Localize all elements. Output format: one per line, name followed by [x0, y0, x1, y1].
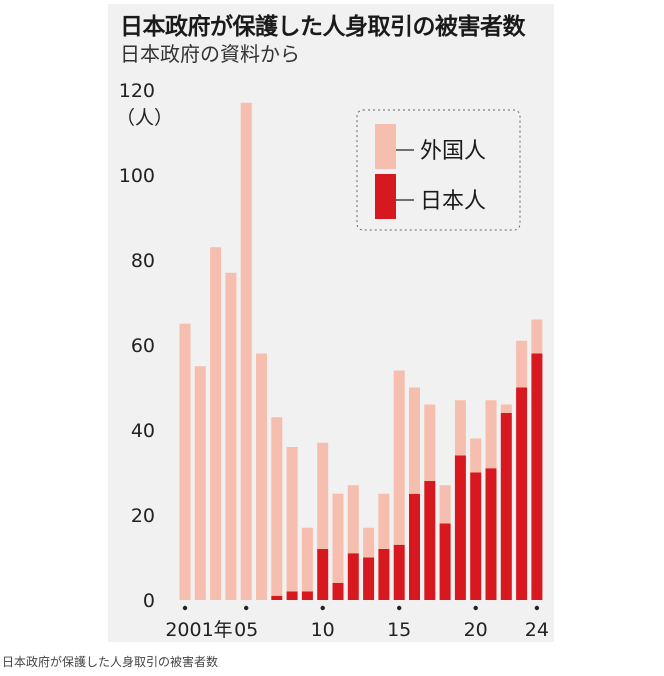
- bar-foreign-2015: [393, 370, 405, 545]
- bar-japanese-2019: [454, 455, 466, 600]
- bar-foreign-2016: [409, 387, 420, 494]
- x-tick-label-2005: 05: [234, 619, 258, 641]
- bar-foreign-2009: [301, 527, 313, 592]
- bar-japanese-2010: [317, 549, 329, 600]
- bar-japanese-2021: [485, 468, 497, 600]
- bar-japanese-2012: [347, 553, 359, 600]
- bar-foreign-2018: [439, 485, 451, 524]
- bar-japanese-2023: [516, 387, 528, 600]
- x-tick-dot-2015: [397, 605, 402, 611]
- bar-japanese-2008: [286, 591, 298, 600]
- chart-subtitle: 日本政府の資料から: [120, 42, 300, 66]
- bar-japanese-2016: [409, 493, 420, 600]
- bar-foreign-2020: [470, 438, 482, 473]
- bar-foreign-2008: [286, 447, 298, 592]
- y-tick-label-20: 20: [131, 505, 155, 527]
- x-tick-label-2015: 15: [387, 619, 411, 641]
- bar-foreign-2019: [454, 400, 466, 456]
- legend-label-foreign: 外国人: [420, 139, 486, 164]
- bar-foreign-2001: [179, 323, 191, 600]
- bar-foreign-2022: [500, 404, 512, 413]
- bar-foreign-2024: [531, 319, 543, 354]
- bar-foreign-2004: [225, 272, 237, 600]
- x-tick-label-2020: 20: [464, 619, 488, 641]
- bar-foreign-2002: [194, 366, 206, 600]
- x-tick-dot-2001: [182, 605, 188, 611]
- bar-japanese-2022: [500, 413, 512, 600]
- bar-japanese-2007: [271, 595, 283, 600]
- y-tick-label-120: 120: [119, 80, 155, 102]
- bar-foreign-2014: [378, 493, 390, 549]
- bar-japanese-2009: [301, 591, 313, 600]
- y-tick-label-80: 80: [131, 250, 155, 272]
- x-tick-label-2024: 24: [525, 619, 549, 641]
- bar-foreign-2006: [256, 353, 267, 600]
- x-tick-dot-2010: [320, 605, 325, 611]
- legend-box: [356, 109, 521, 231]
- bar-japanese-2017: [424, 481, 436, 600]
- bar-foreign-2012: [347, 485, 359, 554]
- legend-swatch-japanese: [375, 174, 396, 219]
- bar-japanese-2011: [332, 583, 344, 600]
- y-axis-unit: （人）: [116, 107, 173, 129]
- legend-swatch-foreign: [375, 124, 396, 169]
- bar-japanese-2018: [439, 523, 451, 600]
- bar-japanese-2020: [470, 472, 482, 600]
- y-tick-label-60: 60: [131, 335, 155, 357]
- bar-japanese-2015: [393, 544, 405, 600]
- bar-japanese-2013: [363, 557, 375, 600]
- bar-japanese-2024: [531, 353, 543, 600]
- legend-label-japanese: 日本人: [420, 189, 486, 214]
- x-tick-dot-2020: [473, 605, 478, 611]
- bar-foreign-2011: [332, 493, 344, 583]
- x-tick-label-2010: 10: [311, 619, 335, 641]
- y-tick-label-100: 100: [119, 165, 155, 187]
- x-tick-dot-2024: [534, 605, 540, 611]
- image-caption: 日本政府が保護した人身取引の被害者数: [2, 655, 219, 669]
- chart-title: 日本政府が保護した人身取引の被害者数: [120, 14, 526, 40]
- bar-japanese-2014: [378, 549, 390, 600]
- x-tick-dot-2005: [244, 605, 249, 611]
- bar-foreign-2005: [240, 102, 252, 600]
- bar-foreign-2003: [210, 247, 222, 600]
- x-tick-label-2001: 2001年: [165, 619, 232, 641]
- bar-foreign-2010: [317, 442, 329, 549]
- bar-foreign-2017: [424, 404, 436, 481]
- bar-foreign-2007: [271, 417, 283, 596]
- bar-foreign-2013: [363, 527, 375, 558]
- y-tick-label-0: 0: [143, 590, 155, 612]
- bar-foreign-2023: [516, 340, 528, 388]
- y-tick-label-40: 40: [131, 420, 155, 442]
- bar-foreign-2021: [485, 400, 497, 469]
